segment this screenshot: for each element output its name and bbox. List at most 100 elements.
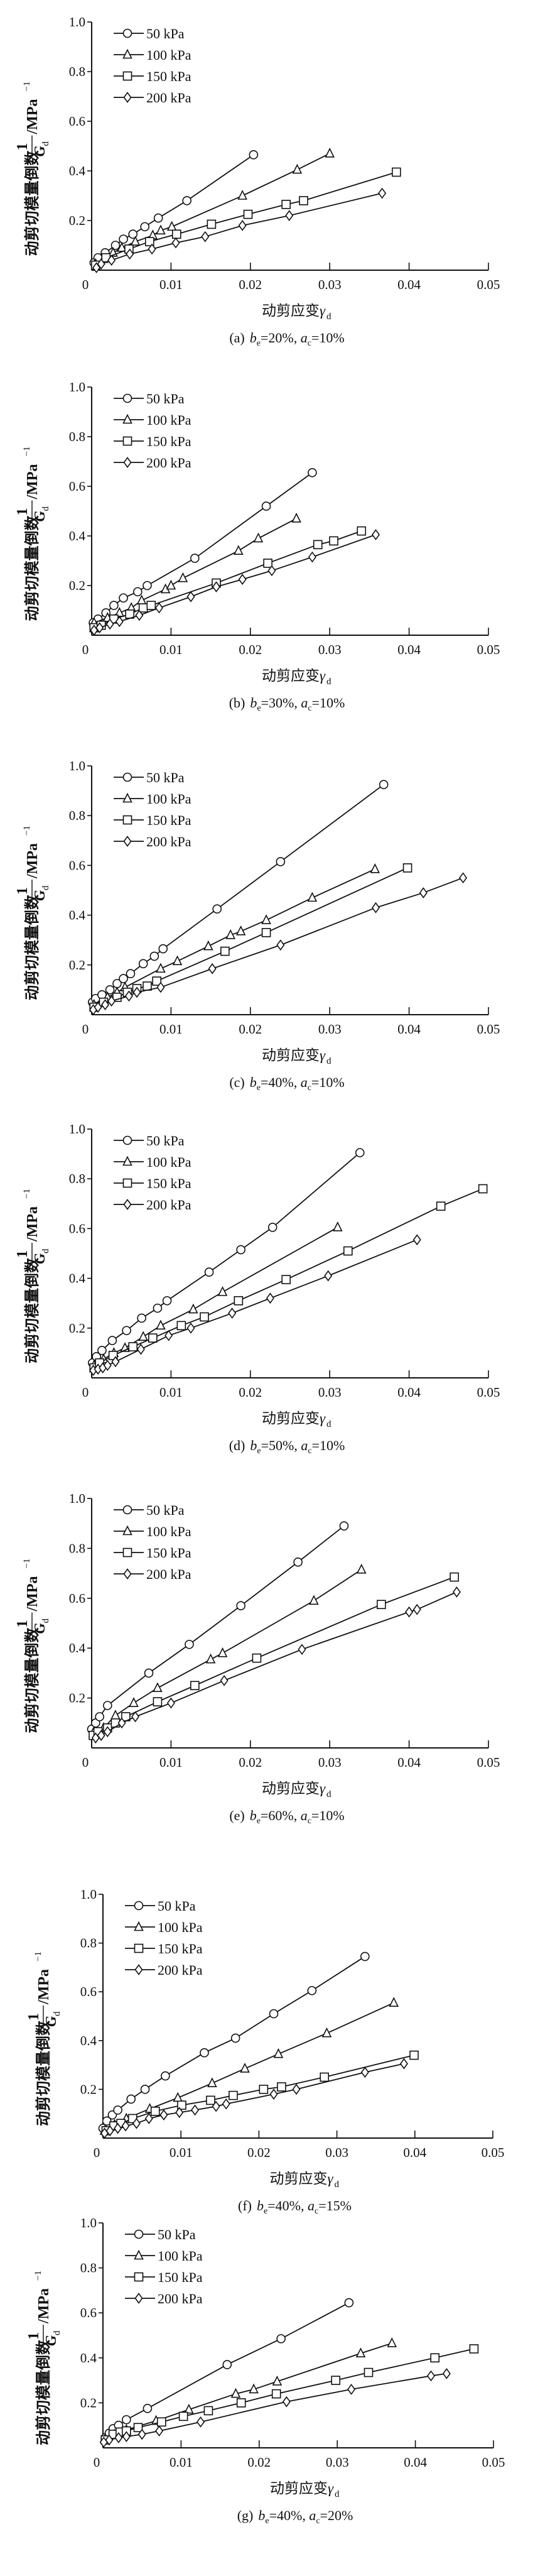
- data-point: [146, 601, 156, 610]
- triangle-marker-icon: [122, 792, 132, 803]
- caption-panel-label: (b): [229, 695, 245, 711]
- y-tick-label: 0.4: [80, 2350, 97, 2366]
- data-point: [225, 929, 235, 939]
- y-label-fraction-numerator: 1: [26, 2332, 42, 2340]
- y-label-fraction-sub: d: [41, 1248, 51, 1253]
- data-point: [347, 2384, 356, 2395]
- data-point: [355, 1148, 365, 1157]
- x-tick-label: 0.04: [397, 277, 421, 292]
- data-point: [276, 939, 285, 951]
- y-label-text: 动剪切模量倒数: [23, 1257, 41, 1363]
- y-label-fraction-denominator: G: [43, 2016, 60, 2027]
- data-point: [119, 974, 128, 983]
- x-tick-label: 0: [94, 2145, 100, 2160]
- data-point: [126, 969, 136, 978]
- data-point: [402, 863, 412, 873]
- legend-item: 50 kPa: [125, 2227, 196, 2242]
- circle-marker-icon: [122, 1505, 132, 1515]
- panel-caption: (b) be=30%, ac=10%: [229, 695, 345, 713]
- data-point: [205, 1653, 216, 1664]
- caption-b-symbol: b: [250, 330, 257, 346]
- x-axis-label: 动剪应变: [262, 1047, 320, 1063]
- data-point: [201, 231, 210, 243]
- y-tick-label: 0.4: [69, 163, 86, 178]
- diamond-marker-icon: [134, 1964, 143, 1975]
- diamond-marker-icon: [123, 836, 132, 847]
- y-label-text: 动剪切模量倒数: [35, 2339, 52, 2445]
- data-point: [105, 985, 115, 995]
- caption-a-sub: c: [308, 1816, 311, 1826]
- series-200-kpa: [91, 1586, 461, 1744]
- x-axis-label: 动剪应变: [262, 1411, 320, 1426]
- x-tick-label: 0.03: [318, 1755, 342, 1770]
- data-point: [267, 565, 276, 577]
- legend-label: 150 kPa: [146, 68, 191, 84]
- legend-label: 100 kPa: [146, 791, 191, 807]
- data-point: [469, 2344, 479, 2354]
- data-point: [119, 234, 128, 244]
- x-axis-symbol: γ: [320, 1047, 326, 1063]
- data-point: [197, 2416, 205, 2428]
- y-tick-label: 0.8: [69, 429, 85, 444]
- y-tick-label: 0.2: [69, 1321, 85, 1336]
- caption-equals: =: [261, 1808, 268, 1823]
- caption-b-sub: e: [265, 2516, 269, 2526]
- circle-marker-icon: [122, 28, 132, 38]
- legend-item: 200 kPa: [114, 455, 191, 471]
- caption-b-sub: e: [257, 1446, 261, 1456]
- series-50-kpa: [87, 780, 389, 1007]
- data-point: [276, 2334, 286, 2344]
- legend-label: 150 kPa: [146, 1545, 191, 1561]
- legend-label: 100 kPa: [158, 2248, 203, 2264]
- data-point: [333, 1221, 343, 1231]
- x-tick-label: 0: [82, 1022, 89, 1037]
- data-point: [164, 1329, 173, 1341]
- y-tick-label: 1.0: [69, 14, 85, 30]
- legend-item: 50 kPa: [114, 26, 185, 41]
- data-point: [321, 2027, 332, 2038]
- data-point: [206, 2095, 215, 2105]
- chart-panel-b: 0 0.01 0.02 0.03 0.04 0.05 0.2 0.4 0.6 0.8 1.0 50 k…: [14, 379, 500, 713]
- chart-panel-f: 0 0.01 0.02 0.03 0.04 0.05 0.2 0.4 0.6 0.8 1.0 50 k…: [26, 1887, 504, 2216]
- data-point: [137, 1313, 146, 1323]
- data-point: [291, 513, 301, 523]
- data-point: [100, 999, 109, 1011]
- data-point: [399, 2058, 408, 2070]
- data-point: [324, 1270, 333, 1282]
- x-tick-label: 0.01: [159, 1755, 183, 1770]
- x-tick-label: 0.03: [325, 2145, 348, 2160]
- data-point: [269, 2009, 279, 2019]
- x-tick-label: 0.01: [159, 277, 183, 292]
- data-point: [281, 1275, 291, 1284]
- series-100-kpa: [99, 1997, 399, 2135]
- y-label-fraction-denominator: G: [43, 2335, 60, 2346]
- legend-item: 50 kPa: [125, 1898, 196, 1914]
- data-point: [105, 2125, 114, 2137]
- data-point: [370, 863, 380, 873]
- y-tick-label: 0.2: [69, 958, 85, 973]
- data-point: [166, 1697, 175, 1709]
- panel-caption: (g) be=40%, ac=20%: [237, 2508, 353, 2526]
- data-point: [235, 925, 246, 936]
- caption-a-symbol: a: [308, 2198, 315, 2213]
- caption-separator: ,: [294, 330, 301, 346]
- data-point: [119, 593, 128, 603]
- data-point: [364, 2367, 374, 2377]
- data-point: [252, 1653, 262, 1663]
- triangle-marker-icon: [134, 1921, 144, 1931]
- data-point: [110, 1710, 121, 1720]
- legend-label: 50 kPa: [146, 1502, 185, 1518]
- data-point: [325, 148, 335, 158]
- legend-item: 200 kPa: [125, 1962, 203, 1978]
- series-line: [94, 518, 297, 624]
- data-point: [372, 529, 380, 540]
- x-tick-label: 0.01: [159, 1022, 183, 1037]
- x-tick-label: 0.04: [403, 2145, 426, 2160]
- y-label-fraction-numerator: 1: [14, 143, 31, 151]
- x-tick-label: 0.02: [239, 277, 262, 292]
- data-point: [320, 2072, 330, 2082]
- chart-panel-g: 0 0.01 0.02 0.03 0.04 0.05 0.2 0.4 0.6 0.8 1.0 50 k…: [26, 2215, 505, 2526]
- x-axis-symbol: γ: [328, 2171, 334, 2186]
- diamond-marker-icon: [134, 2293, 143, 2304]
- series-200-kpa: [90, 529, 380, 636]
